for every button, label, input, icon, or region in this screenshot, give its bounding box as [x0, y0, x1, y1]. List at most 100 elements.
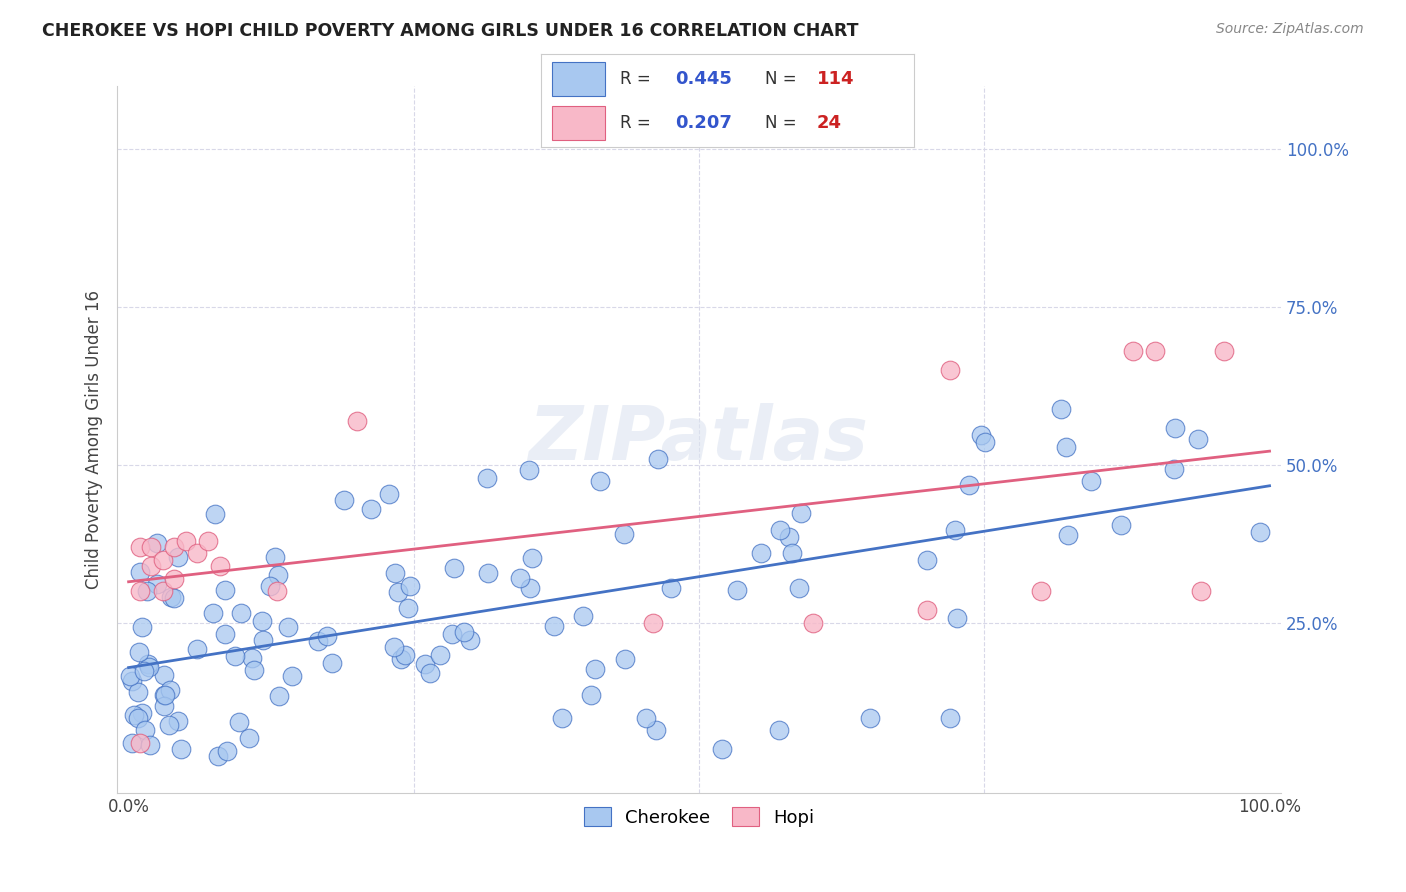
Point	[1080, 475, 1102, 489]
Point	[634, 710, 657, 724]
Point	[768, 523, 790, 537]
Point	[128, 645, 150, 659]
Point	[166, 550, 188, 565]
Y-axis label: Child Poverty Among Girls Under 16: Child Poverty Among Girls Under 16	[86, 291, 103, 590]
Point	[643, 615, 665, 630]
Point	[214, 627, 236, 641]
Point	[1163, 461, 1185, 475]
Point	[382, 640, 405, 654]
Point	[153, 688, 176, 702]
Point	[231, 606, 253, 620]
Point	[243, 663, 266, 677]
Point	[139, 738, 162, 752]
Point	[957, 478, 980, 492]
Point	[1109, 517, 1132, 532]
Point	[174, 533, 197, 548]
Point	[384, 566, 406, 581]
Point	[946, 611, 969, 625]
Point	[197, 533, 219, 548]
Point	[429, 648, 451, 662]
Point	[943, 523, 966, 537]
Point	[778, 529, 800, 543]
Point	[859, 710, 882, 724]
Text: 0.207: 0.207	[675, 114, 733, 132]
Point	[159, 682, 181, 697]
Point	[647, 452, 669, 467]
Point	[1212, 344, 1234, 359]
FancyBboxPatch shape	[553, 106, 605, 140]
Point	[167, 714, 190, 728]
Point	[477, 566, 499, 581]
Point	[121, 673, 143, 688]
Point	[509, 571, 531, 585]
Point	[153, 688, 176, 702]
Point	[939, 710, 962, 724]
Point	[163, 540, 186, 554]
Point	[134, 664, 156, 678]
Point	[141, 540, 163, 554]
Point	[394, 648, 416, 662]
Point	[917, 603, 939, 617]
Point	[264, 549, 287, 564]
FancyBboxPatch shape	[553, 62, 605, 95]
Point	[519, 463, 541, 477]
Point	[277, 620, 299, 634]
Point	[159, 590, 181, 604]
Point	[1144, 344, 1167, 359]
Point	[572, 608, 595, 623]
Point	[131, 706, 153, 720]
Point	[127, 685, 149, 699]
Point	[589, 474, 612, 488]
Point	[1031, 584, 1053, 599]
Point	[121, 736, 143, 750]
Point	[146, 576, 169, 591]
Point	[215, 743, 238, 757]
Point	[725, 582, 748, 597]
Point	[360, 502, 382, 516]
Point	[204, 507, 226, 521]
Point	[266, 568, 288, 582]
Point	[969, 428, 991, 442]
Point	[440, 627, 463, 641]
Point	[141, 559, 163, 574]
Point	[1050, 401, 1073, 416]
Point	[224, 649, 246, 664]
Point	[321, 657, 343, 671]
Point	[240, 651, 263, 665]
Point	[387, 584, 409, 599]
Point	[551, 711, 574, 725]
Point	[266, 584, 288, 599]
Point	[315, 629, 337, 643]
Point	[333, 492, 356, 507]
Point	[477, 471, 499, 485]
Point	[1056, 527, 1078, 541]
Point	[973, 435, 995, 450]
Point	[281, 669, 304, 683]
Point	[152, 584, 174, 599]
Point	[519, 581, 541, 595]
Point	[153, 698, 176, 713]
Point	[915, 552, 938, 566]
Point	[749, 546, 772, 560]
Point	[267, 689, 290, 703]
Text: 24: 24	[817, 114, 842, 132]
Point	[129, 584, 152, 599]
Legend: Cherokee, Hopi: Cherokee, Hopi	[576, 800, 821, 834]
Point	[157, 718, 180, 732]
Point	[1189, 584, 1212, 599]
Point	[146, 536, 169, 550]
Point	[163, 572, 186, 586]
Point	[208, 559, 231, 574]
Text: 0.445: 0.445	[675, 70, 733, 87]
Point	[152, 553, 174, 567]
Text: ZIPatlas: ZIPatlas	[529, 403, 869, 476]
Point	[162, 591, 184, 606]
Point	[346, 414, 368, 428]
Point	[378, 487, 401, 501]
Point	[152, 668, 174, 682]
Point	[238, 731, 260, 746]
Point	[613, 527, 636, 541]
Point	[801, 615, 824, 630]
Point	[659, 581, 682, 595]
Text: N =: N =	[765, 114, 801, 132]
